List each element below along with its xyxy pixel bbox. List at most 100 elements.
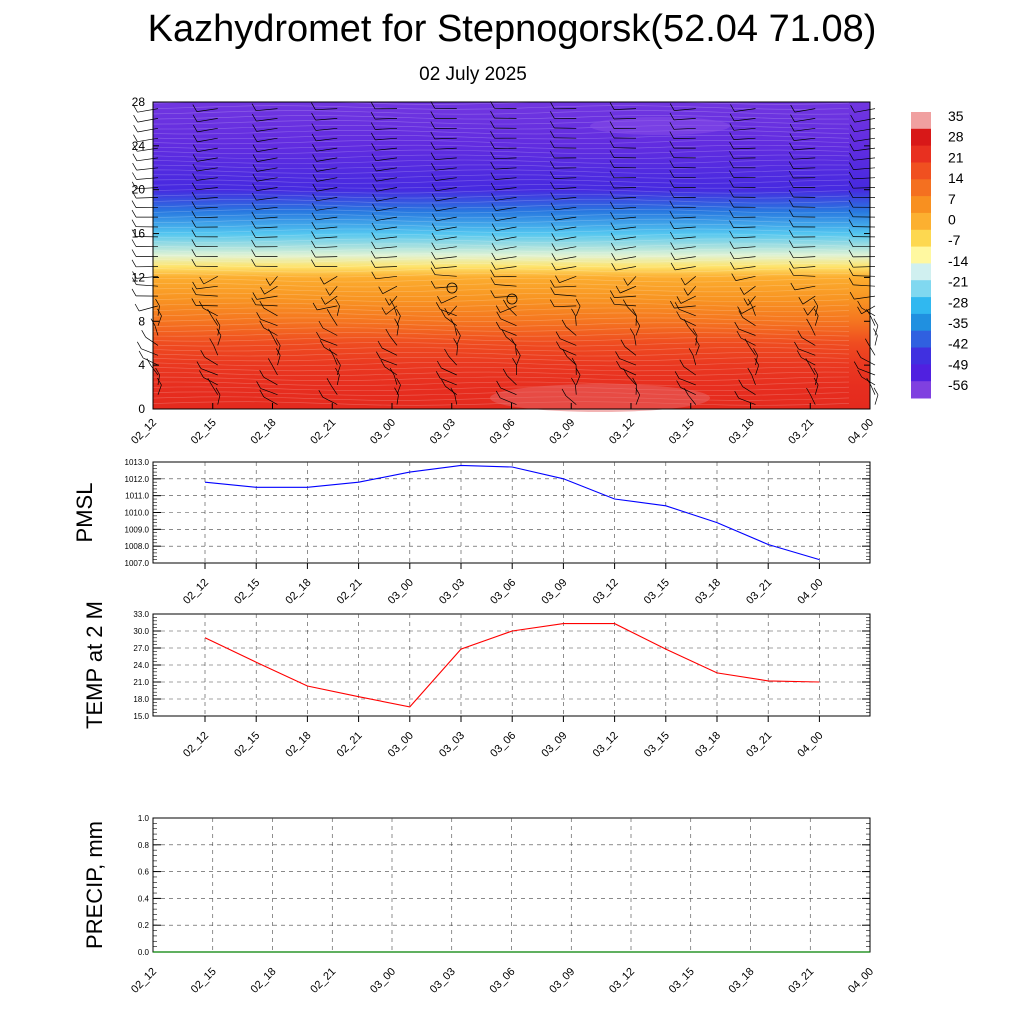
x-tick-label: 03_03 (437, 577, 467, 607)
y-tick-label: 30.0 (133, 627, 149, 636)
contour-line (152, 204, 850, 209)
wind-barb-flag (196, 361, 202, 369)
colorbar-label: -56 (948, 377, 968, 393)
wind-barb (385, 305, 398, 315)
wind-barb (861, 305, 876, 315)
x-tick-label: 02_15 (232, 730, 262, 760)
contour-line (152, 366, 850, 372)
wind-barb (801, 357, 816, 366)
colorbar-swatch (911, 263, 931, 281)
wind-barb-flag (747, 367, 753, 376)
wind-barb-flag (688, 348, 694, 356)
wind-barb-flag (192, 134, 198, 143)
colorbar-label: 28 (948, 129, 964, 145)
wind-barb (674, 246, 696, 250)
wind-barb (734, 118, 756, 122)
wind-barb-flag (669, 150, 675, 158)
wind-barb (211, 316, 219, 326)
contour-line (152, 169, 850, 174)
wind-barb-flag (609, 201, 615, 209)
wind-barb (316, 177, 338, 182)
wind-barb (435, 285, 457, 289)
x-tick-label: 02_12 (129, 966, 159, 996)
wind-barb (495, 206, 517, 211)
wind-barb (500, 387, 517, 396)
colorbar-swatch (911, 347, 931, 365)
wind-barb (435, 167, 457, 171)
x-tick-label: 02_18 (283, 730, 313, 760)
wind-barb (197, 127, 218, 133)
contour-line (152, 337, 850, 342)
wind-barb-flag (615, 351, 620, 359)
wind-barb (554, 285, 577, 288)
wind-barb (320, 338, 338, 346)
wind-barb (734, 266, 756, 270)
pmsl-panel: 1007.0 1008.0 1009.0 1010.0 1011.0 1012.0 1013… (72, 458, 871, 607)
wind-barb-flag (192, 104, 198, 112)
wind-barb-flag (311, 221, 317, 230)
wind-barbs (131, 101, 879, 405)
wind-barb (396, 394, 399, 405)
contour-line (152, 243, 850, 248)
wind-barb (436, 216, 457, 222)
wind-barb-flag (252, 173, 258, 182)
x-tick-label: 02_12 (181, 577, 211, 607)
x-tick-label: 04_00 (846, 966, 876, 996)
y-tick-label: 1013.0 (125, 458, 150, 467)
wind-barb-flag (192, 154, 198, 162)
wind-barb (136, 284, 159, 287)
wind-barb-flag (623, 278, 629, 286)
wind-barb-flag (131, 239, 137, 247)
wind-barb-flag (849, 291, 855, 300)
wind-barb-flag (312, 144, 317, 152)
x-tick-label: 03_00 (368, 966, 398, 996)
wind-barb (494, 157, 517, 160)
wind-barb (154, 325, 159, 336)
wind-barb (861, 307, 876, 317)
wind-barb-flag (444, 348, 449, 357)
wind-barb-flag (609, 111, 615, 120)
wind-barb-flag (490, 277, 496, 285)
y-tick-label: 33.0 (133, 610, 149, 619)
wind-barb-flag (609, 170, 615, 178)
contour-line (152, 297, 850, 303)
wind-barb (555, 216, 577, 221)
wind-barb-flag (372, 173, 377, 182)
wind-barb (137, 137, 159, 143)
wind-barb-flag (191, 182, 197, 190)
x-tick-label: 03_18 (693, 730, 723, 760)
colorbar-swatch (911, 364, 931, 382)
wind-barb-flag (372, 193, 377, 202)
wind-barb-flag (729, 170, 734, 178)
wind-barb-flag (611, 263, 616, 271)
wind-barb-flag (502, 368, 508, 377)
y-tick-label: 12 (132, 270, 146, 284)
wind-barb (507, 306, 517, 317)
wind-barb (814, 384, 819, 395)
wind-barb-flag (609, 140, 615, 148)
wind-barb (870, 315, 876, 326)
wind-barb-flag (495, 390, 501, 399)
wind-barb-flag (155, 367, 160, 376)
wind-barb-flag (251, 192, 257, 201)
wind-barb (315, 226, 338, 230)
colorbar-label: -35 (948, 315, 968, 331)
wind-barb-flag (259, 300, 265, 309)
wind-barb (733, 137, 756, 140)
contour-line (152, 174, 850, 179)
contour-line (152, 287, 850, 293)
y-tick-label: 0.0 (138, 948, 150, 957)
wind-barb-flag (191, 229, 197, 237)
wind-barb-flag (796, 350, 802, 358)
wind-barb (678, 308, 696, 317)
wind-barb-flag (850, 114, 855, 123)
wind-barb (874, 394, 879, 405)
y-tick-label: 1008.0 (125, 542, 150, 551)
colorbar-label: -14 (948, 253, 968, 269)
x-tick-label: 02_18 (283, 577, 313, 607)
wind-barb (316, 187, 338, 192)
wind-barb (674, 305, 696, 309)
wind-barb (435, 246, 457, 251)
wind-barb (456, 335, 461, 346)
wind-barb-flag (490, 161, 496, 170)
